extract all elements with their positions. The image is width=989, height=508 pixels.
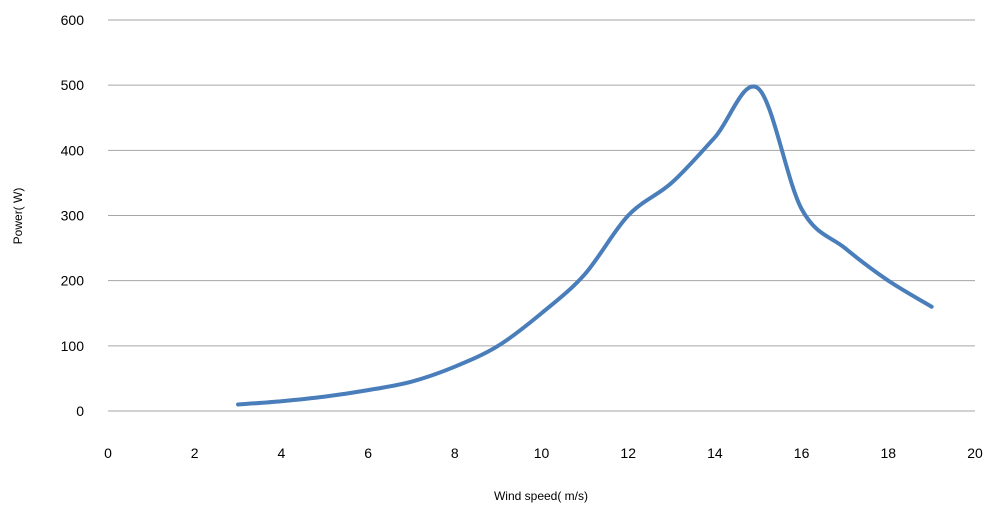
x-tick-label: 0: [104, 445, 112, 461]
x-tick-label: 8: [451, 445, 459, 461]
x-tick-label: 16: [794, 445, 810, 461]
y-tick-label: 600: [61, 12, 85, 28]
y-tick-label: 0: [76, 403, 84, 419]
y-tick-label: 200: [61, 273, 85, 289]
x-tick-label: 2: [191, 445, 199, 461]
series-layer: [238, 86, 932, 404]
x-axis-ticks: 0 2 4 6 8 10 12 14 16 18 20: [104, 445, 983, 461]
y-tick-label: 400: [61, 142, 85, 158]
gridlines: [108, 20, 975, 411]
x-tick-label: 12: [620, 445, 636, 461]
y-tick-label: 100: [61, 338, 85, 354]
x-axis-label: Wind speed( m/s): [494, 489, 588, 503]
x-tick-label: 4: [278, 445, 286, 461]
y-axis-ticks: 0 100 200 300 400 500 600: [61, 12, 85, 419]
y-tick-label: 500: [61, 77, 85, 93]
x-tick-label: 10: [534, 445, 550, 461]
series-line-0: [238, 86, 932, 404]
x-tick-label: 18: [881, 445, 897, 461]
x-tick-label: 20: [967, 445, 983, 461]
y-axis-label: Power( W): [11, 188, 25, 245]
x-tick-label: 6: [364, 445, 372, 461]
x-tick-label: 14: [707, 445, 723, 461]
y-tick-label: 300: [61, 208, 85, 224]
